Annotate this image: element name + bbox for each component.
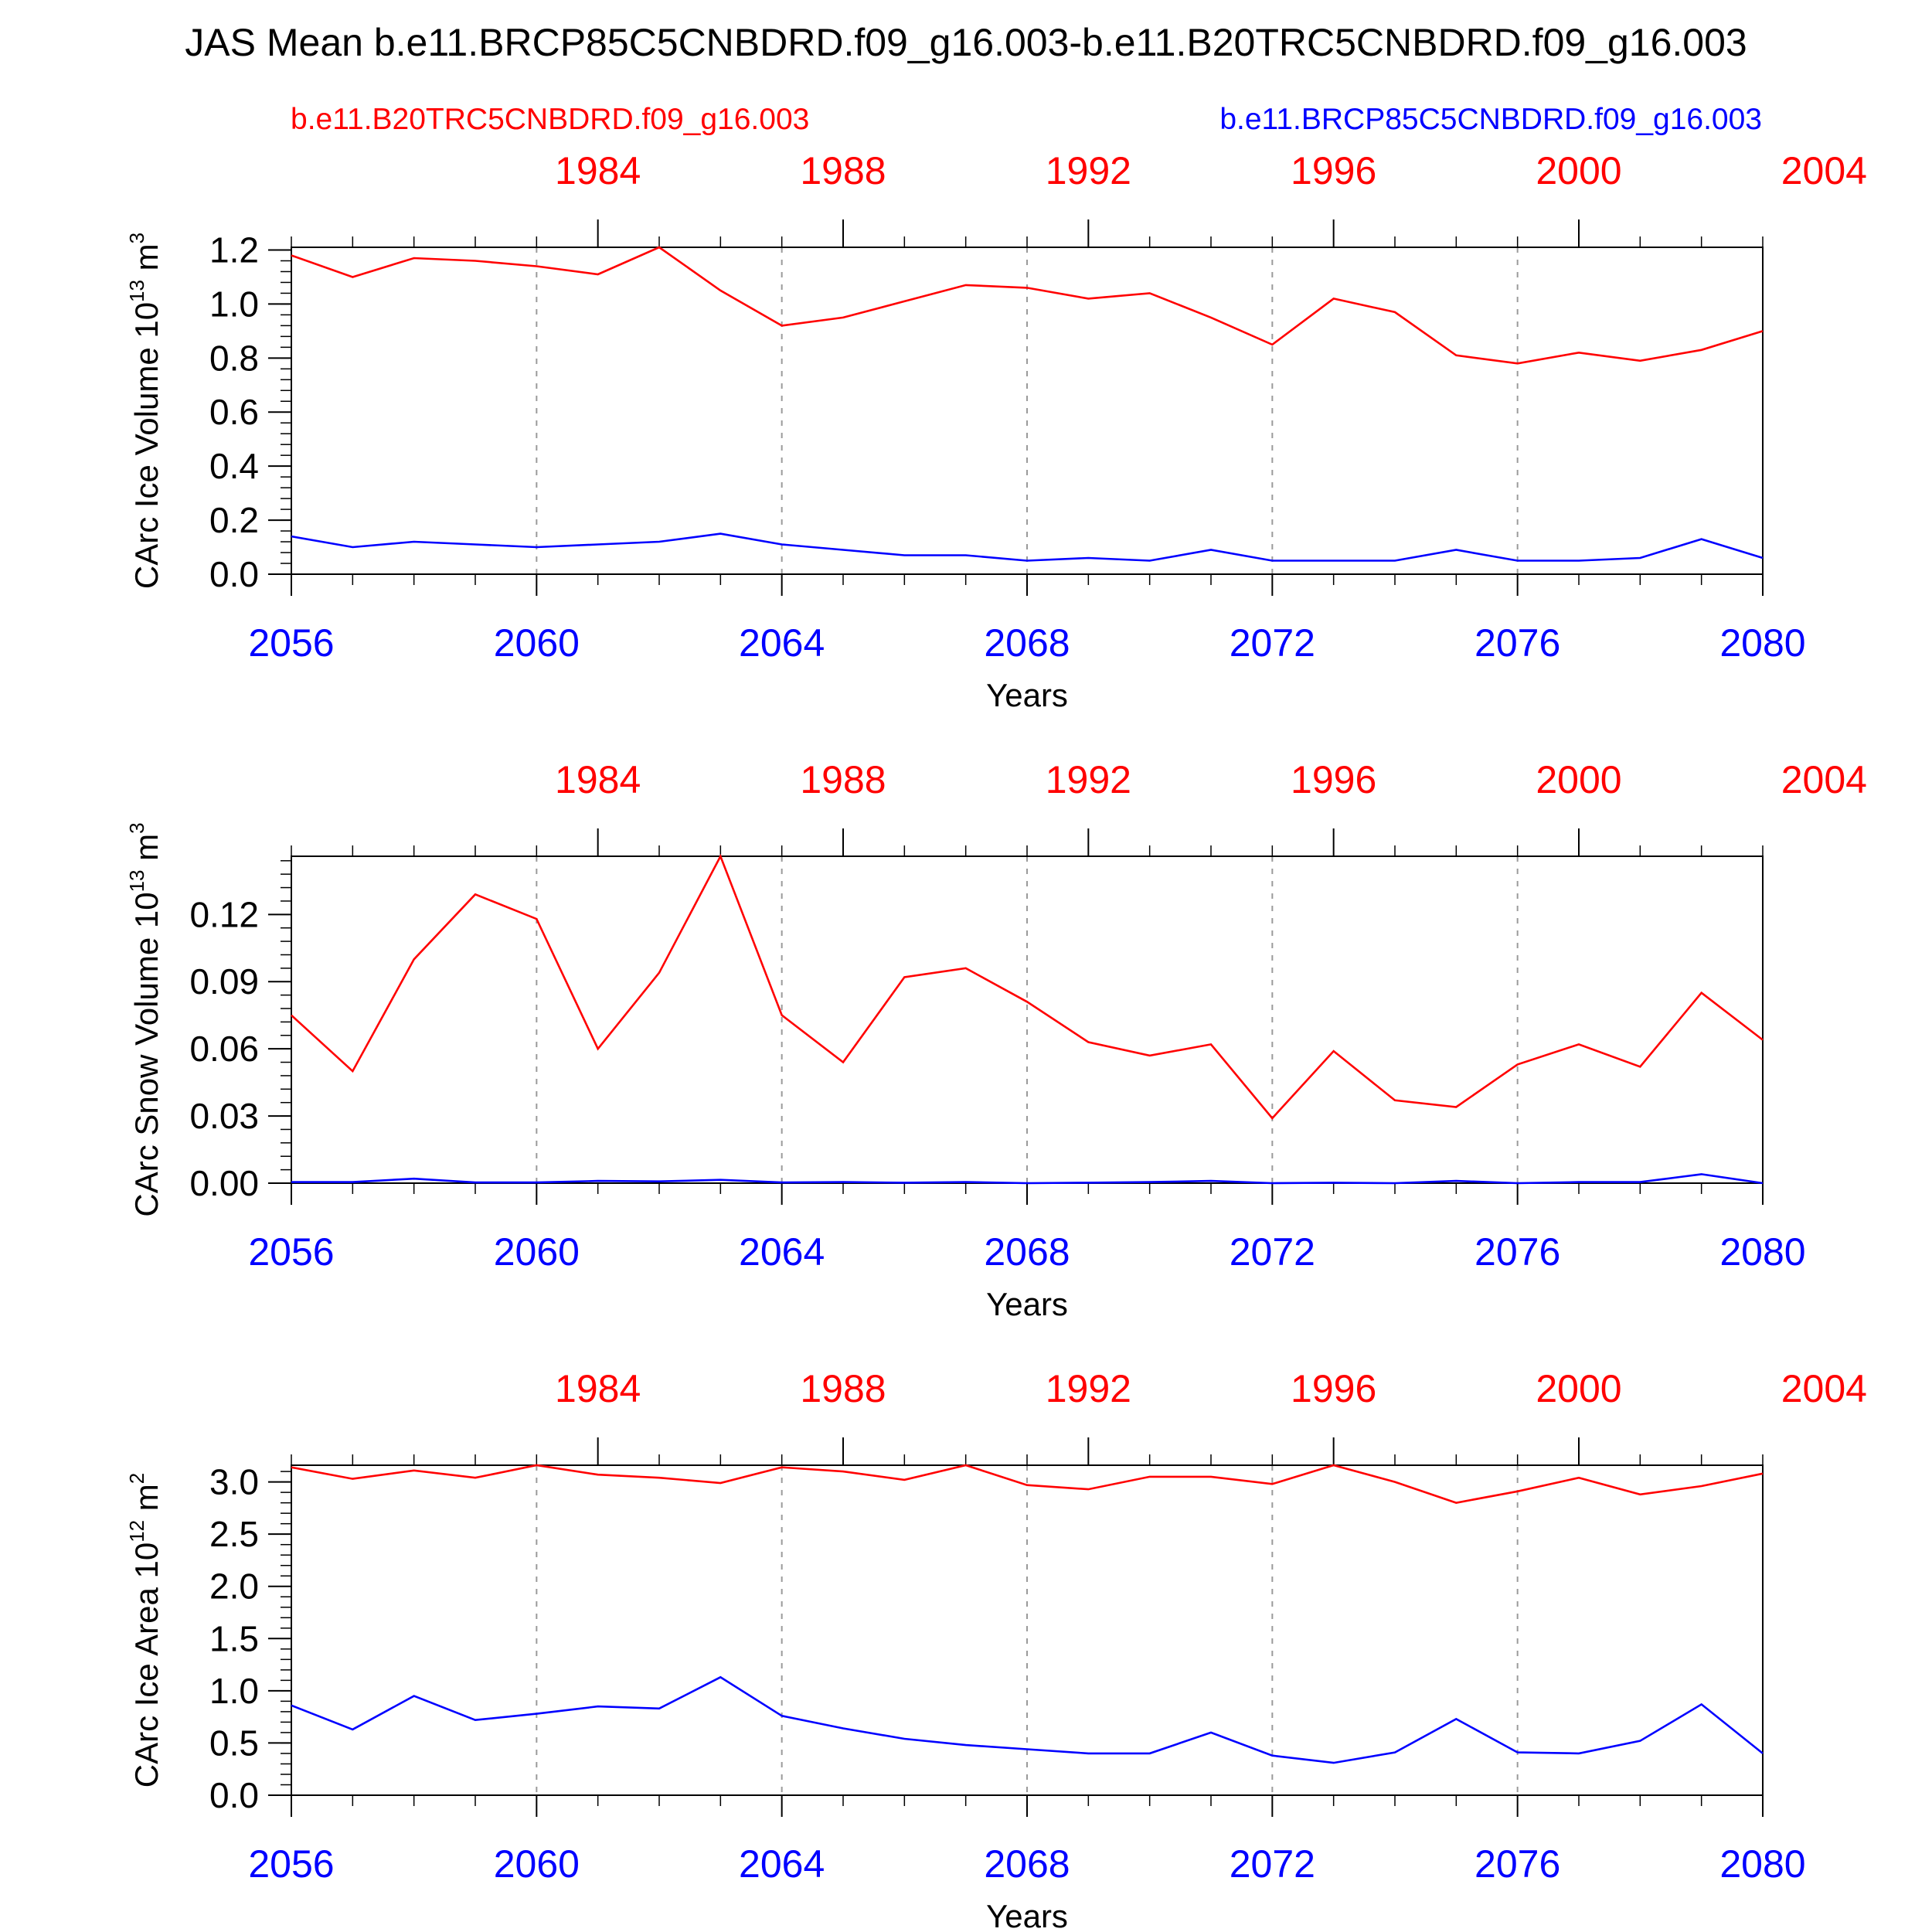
series-line-brcp85 [291,1675,1764,1764]
x-bottom-tick-label: 2068 [984,1230,1070,1274]
series-line-b20trc5 [291,1464,1764,1504]
y-tick-label: 1.0 [209,1671,259,1711]
panel-ice-area: 0.0 0.5 1.0 1.5 2.0 2.5 3.0 2056 2060 2064 2068 207… [125,1367,1867,1932]
legend-right-label: b.e11.BRCP85C5CNBDRD.f09_g16.003 [1219,103,1762,136]
x-top-tick-label: 1996 [1291,1367,1376,1410]
y-tick-label: 0.00 [189,1163,259,1203]
y-tick-label: 2.5 [209,1514,259,1554]
y-axis-title: CArc Ice Area 1012 m2 [125,1473,165,1788]
x-axis-title: Years [986,1286,1068,1322]
x-bottom-tick-label: 2072 [1230,1842,1315,1886]
y-tick-label: 0.4 [209,446,259,486]
x-top-tick-label: 2000 [1536,149,1621,192]
x-bottom-tick-label: 2060 [494,1842,580,1886]
y-axis-title: CArc Ice Volume 1013 m3 [125,233,165,589]
x-top-tick-label: 2004 [1781,758,1867,801]
legend-left-label: b.e11.B20TRC5CNBDRD.f09_g16.003 [291,103,809,136]
y-axis-title: CArc Snow Volume 1013 m3 [125,822,165,1216]
x-bottom-tick-label: 2056 [248,1230,334,1274]
x-bottom-tick-label: 2076 [1475,1230,1560,1274]
panel-ice-volume: 0.0 0.2 0.4 0.6 0.8 1.0 1.2 2056 2060 2064 2068 207… [125,149,1867,713]
x-axis-title: Years [986,1898,1068,1932]
series-line-b20trc5 [291,853,1764,1120]
x-top-tick-label: 2000 [1536,1367,1621,1410]
y-tick-label: 0.0 [209,554,259,594]
x-bottom-tick-label: 2064 [739,1230,825,1274]
x-top-tick-label: 1992 [1046,149,1131,192]
x-bottom-tick-label: 2080 [1719,1842,1805,1886]
x-bottom-tick-label: 2060 [494,621,580,665]
x-bottom-tick-label: 2068 [984,621,1070,665]
x-bottom-tick-label: 2064 [739,621,825,665]
x-top-tick-label: 1984 [555,1367,641,1410]
y-tick-label: 0.2 [209,500,259,540]
y-tick-label: 0.03 [189,1096,259,1136]
y-tick-label: 1.0 [209,284,259,324]
x-bottom-tick-label: 2064 [739,1842,825,1886]
x-bottom-tick-label: 2060 [494,1230,580,1274]
x-top-tick-label: 1984 [555,149,641,192]
x-bottom-tick-label: 2076 [1475,621,1560,665]
series-line-b20trc5 [291,246,1764,365]
x-top-tick-label: 1988 [800,758,886,801]
y-tick-label: 0.5 [209,1723,259,1763]
y-tick-label: 1.5 [209,1618,259,1658]
x-top-tick-label: 2000 [1536,758,1621,801]
x-bottom-tick-label: 2080 [1719,1230,1805,1274]
x-bottom-tick-label: 2056 [248,1842,334,1886]
y-tick-label: 3.0 [209,1462,259,1502]
panel-snow-volume: 0.00 0.03 0.06 0.09 0.12 2056 2060 2064 2068 2072… [125,758,1867,1322]
x-bottom-tick-label: 2076 [1475,1842,1560,1886]
y-tick-label: 2.0 [209,1566,259,1607]
series-line-brcp85 [291,532,1764,562]
y-tick-label: 0.8 [209,338,259,378]
y-tick-label: 0.06 [189,1029,259,1069]
y-tick-label: 0.09 [189,961,259,1002]
y-tick-label: 1.2 [209,230,259,270]
y-tick-label: 0.0 [209,1775,259,1815]
x-top-tick-label: 1992 [1046,1367,1131,1410]
x-bottom-tick-label: 2056 [248,621,334,665]
x-top-tick-label: 1984 [555,758,641,801]
x-top-tick-label: 2004 [1781,149,1867,192]
x-top-tick-label: 1996 [1291,149,1376,192]
x-top-tick-label: 1988 [800,149,886,192]
y-tick-label: 0.12 [189,894,259,934]
figure-title: JAS Mean b.e11.BRCP85C5CNBDRD.f09_g16.00… [185,21,1747,64]
x-bottom-tick-label: 2072 [1230,1230,1315,1274]
x-top-tick-label: 1996 [1291,758,1376,801]
x-axis-title: Years [986,677,1068,713]
x-top-tick-label: 1988 [800,1367,886,1410]
y-tick-label: 0.6 [209,392,259,432]
x-bottom-tick-label: 2080 [1719,621,1805,665]
x-top-tick-label: 1992 [1046,758,1131,801]
x-bottom-tick-label: 2068 [984,1842,1070,1886]
series-line-brcp85 [291,1173,1764,1185]
x-bottom-tick-label: 2072 [1230,621,1315,665]
x-top-tick-label: 2004 [1781,1367,1867,1410]
